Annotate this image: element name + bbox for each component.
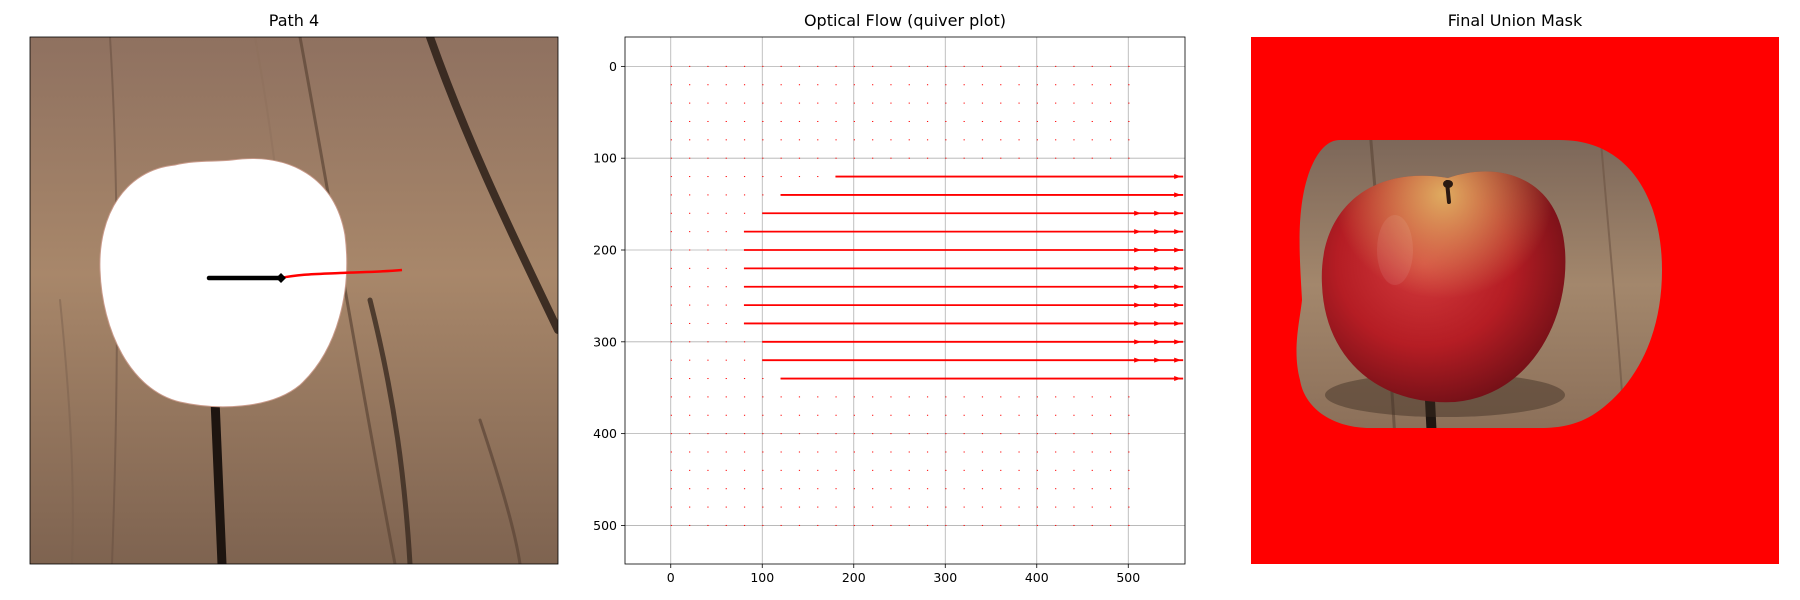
quiver-chart: 0 100 200 300 400 500 0 100 200 300 400 500 xyxy=(593,36,1186,585)
path-panel xyxy=(30,37,558,564)
x-tick-label: 400 xyxy=(1025,570,1049,585)
flow-arrowhead xyxy=(1154,265,1162,271)
panel-title-union-mask: Final Union Mask xyxy=(1447,11,1583,30)
flow-arrowhead xyxy=(1174,247,1182,253)
flow-arrowhead xyxy=(1134,229,1142,235)
flow-arrowhead xyxy=(1154,284,1162,290)
x-tick-label: 300 xyxy=(933,570,957,585)
flow-grid-points xyxy=(670,65,1130,526)
flow-arrowhead xyxy=(1134,247,1142,253)
plot-frame xyxy=(624,36,1186,565)
flow-arrows xyxy=(743,174,1184,382)
union-mask-panel xyxy=(1251,37,1779,564)
flow-arrowhead xyxy=(1154,339,1162,345)
flow-arrowhead xyxy=(1134,284,1142,290)
flow-arrowhead xyxy=(1174,192,1182,198)
axis-ticks: 0 100 200 300 400 500 0 100 200 300 400 500 xyxy=(593,59,1140,585)
flow-arrowhead xyxy=(1174,320,1182,326)
y-tick-label: 300 xyxy=(593,334,617,349)
flow-arrowhead xyxy=(1154,247,1162,253)
panel-title-optical-flow: Optical Flow (quiver plot) xyxy=(803,11,1007,30)
flow-arrowhead xyxy=(1154,302,1162,308)
flow-arrowhead xyxy=(1174,376,1182,382)
flow-arrowhead xyxy=(1174,357,1182,363)
wood-grain-lines xyxy=(59,37,558,564)
flow-arrowhead xyxy=(1134,339,1142,345)
x-tick-label: 200 xyxy=(842,570,866,585)
y-tick-label: 400 xyxy=(593,426,617,441)
flow-arrowhead xyxy=(1134,320,1142,326)
white-apple-mask xyxy=(99,158,348,408)
flow-arrowhead xyxy=(1174,229,1182,235)
panel-title-path: Path 4 xyxy=(268,11,320,30)
flow-arrowhead xyxy=(1174,174,1182,180)
flow-arrowhead xyxy=(1174,302,1182,308)
flow-arrowhead xyxy=(1154,210,1162,216)
red-trajectory xyxy=(280,268,403,280)
y-tick-label: 100 xyxy=(593,151,617,166)
flow-arrowhead xyxy=(1134,357,1142,363)
flow-arrowhead xyxy=(1154,229,1162,235)
x-tick-label: 500 xyxy=(1116,570,1140,585)
flow-arrowhead xyxy=(1174,284,1182,290)
y-tick-label: 500 xyxy=(593,518,617,533)
flow-arrowhead xyxy=(1174,339,1182,345)
grid-lines xyxy=(625,37,1185,564)
y-tick-label: 0 xyxy=(609,59,617,74)
flow-arrowhead xyxy=(1154,320,1162,326)
y-tick-label: 200 xyxy=(593,243,617,258)
apple-on-wood-region xyxy=(1296,140,1662,428)
flow-arrowhead xyxy=(1174,265,1182,271)
flow-arrowhead xyxy=(1134,265,1142,271)
x-tick-label: 100 xyxy=(750,570,774,585)
flow-arrowhead xyxy=(1174,210,1182,216)
flow-arrowhead xyxy=(1154,357,1162,363)
flow-arrowhead xyxy=(1134,210,1142,216)
flow-arrowhead xyxy=(1134,302,1142,308)
x-tick-label: 0 xyxy=(667,570,675,585)
path-end-marker xyxy=(276,273,286,283)
